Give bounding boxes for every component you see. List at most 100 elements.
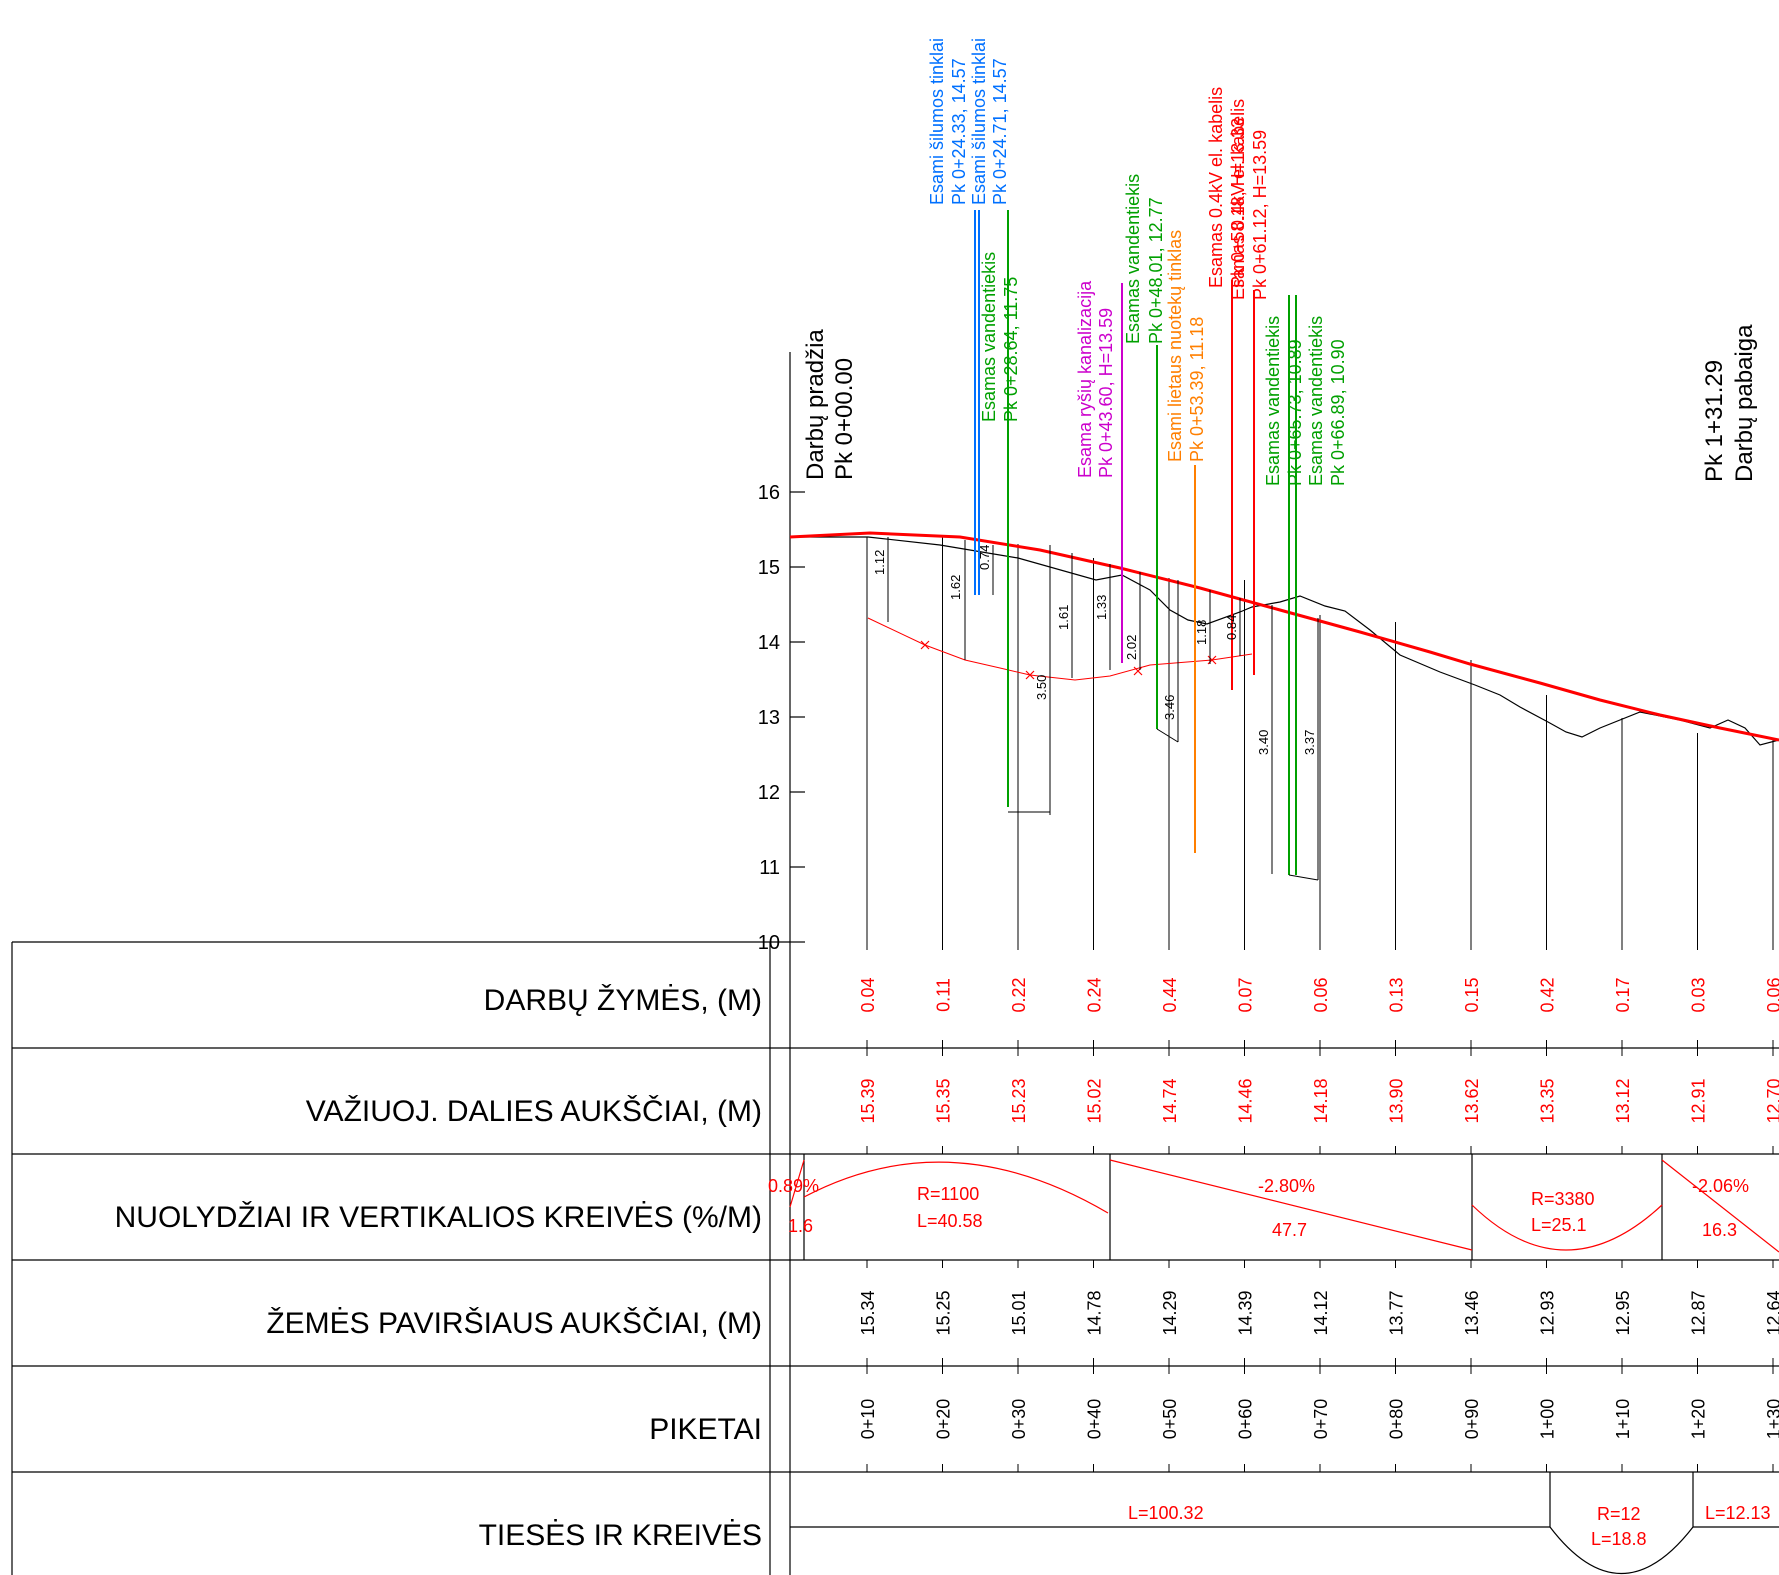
table-cell-value: 0.15 — [1462, 977, 1482, 1012]
utility-annotation-line: Pk 0+65.73, 10.89 — [1285, 339, 1305, 486]
table-cell-value: 0.22 — [1009, 977, 1029, 1012]
depth-dimension-label: 2.02 — [1124, 635, 1139, 660]
table-cell-value: 0+80 — [1387, 1399, 1407, 1440]
utility-annotation-line: Pk 0+28.64, 11.75 — [1001, 277, 1021, 422]
table-cell-value: 15.02 — [1085, 1078, 1105, 1123]
utility-annotation-line: Esami lietaus nuotekų tinklas — [1165, 230, 1185, 462]
table-cell-value: 12.93 — [1538, 1290, 1558, 1335]
utility-annotation-line: Esami šilumos tinklai — [927, 38, 947, 205]
utility-annotations: Esami šilumos tinklai Pk 0+24.33, 14.57 Es… — [927, 38, 1348, 486]
y-tick-label: 11 — [759, 857, 780, 879]
end-marker: Pk 1+31.29 Darbų pabaiga — [1701, 324, 1758, 482]
curve-radius: R=12 — [1597, 1504, 1641, 1524]
table-row-label: TIESĖS IR KREIVĖS — [479, 1519, 762, 1552]
table-cell-value: 0+20 — [934, 1399, 954, 1440]
utility-lines — [974, 210, 1297, 875]
slope1-length: 1.6 — [788, 1216, 813, 1236]
table-cell-value: 0.03 — [1689, 977, 1709, 1012]
table-row-label: VAŽIUOJ. DALIES AUKŠČIAI, (M) — [306, 1094, 762, 1128]
depth-dimension-label: 0.74 — [977, 545, 992, 570]
utility-annotation-line: Pk 0+48.01, 12.77 — [1146, 197, 1166, 344]
depth-dimension-label: 1.62 — [948, 575, 963, 600]
table-cell-value: 15.23 — [1009, 1078, 1029, 1123]
table-cell-value: 0+50 — [1160, 1399, 1180, 1440]
table-row-label: ŽEMĖS PAVIRŠIAUS AUKŠČIAI, (M) — [266, 1306, 762, 1340]
table-cell-value: 1+10 — [1613, 1399, 1633, 1440]
table-cell-value: 12.87 — [1689, 1290, 1709, 1335]
table-cell-value: 0.06 — [1311, 977, 1331, 1012]
table-row-label: DARBŲ ŽYMĖS, (M) — [484, 984, 762, 1017]
picket-gridlines — [866, 537, 1774, 942]
alignment-row-graphics — [790, 1472, 1779, 1574]
depth-dimension-label: 3.50 — [1034, 675, 1049, 700]
utility-annotation-line: Esamas vandentiekis — [1306, 316, 1326, 486]
slope2-length: 47.7 — [1272, 1220, 1307, 1240]
utility-annotation-line: Pk 0+53.39, 11.18 — [1187, 317, 1207, 462]
table-cell-value: 0.44 — [1160, 977, 1180, 1012]
straight2-length: L=12.13 — [1705, 1503, 1771, 1523]
utility-annotation-line: Pk 0+24.33, 14.57 — [949, 58, 969, 205]
y-tick-label: 12 — [758, 782, 780, 804]
depth-dimension-label: 3.46 — [1162, 695, 1177, 720]
vcurve1-radius: R=1100 — [917, 1184, 979, 1204]
table-cell-value: 14.74 — [1160, 1078, 1180, 1123]
utility-annotation-line: Esamas vandentiekis — [1263, 316, 1283, 486]
table-cell-value: 0+60 — [1236, 1399, 1256, 1440]
table-cell-value: 0+30 — [1009, 1399, 1029, 1440]
utility-annotation-line: Pk 0+24.71, 14.57 — [990, 58, 1010, 205]
slope1-percent: 0.89% — [768, 1176, 819, 1196]
curve-length: L=18.8 — [1591, 1529, 1647, 1549]
trench-markers — [920, 640, 1217, 680]
depth-dimension-label: 1.12 — [872, 550, 887, 575]
utility-annotation-line: Esamas 0.4kV el. kabelis — [1206, 87, 1226, 288]
slopes-row-graphics — [789, 1154, 1779, 1260]
table-cell-value: 12.91 — [1689, 1078, 1709, 1123]
table-cell-value: 0.11 — [934, 978, 954, 1012]
table-cell-value: 0.13 — [1387, 977, 1407, 1012]
depth-dimension-label: 1.18 — [1194, 620, 1209, 645]
table-cell-value: 14.46 — [1236, 1078, 1256, 1123]
table-cell-value: 0+10 — [858, 1399, 878, 1440]
table-cell-value: 15.25 — [934, 1290, 954, 1335]
table-cell-value: 0.06 — [1764, 977, 1779, 1012]
utility-annotation-line: Pk 0+66.89, 10.90 — [1328, 339, 1348, 486]
alignment-row-text: L=100.32 R=12 L=18.8 L=12.13 — [1128, 1503, 1771, 1549]
end-label-title: Darbų pabaiga — [1731, 324, 1758, 482]
table-cell-value: 15.34 — [858, 1290, 878, 1335]
utility-annotation-line: Esamas vandentiekis — [979, 252, 999, 422]
table-cell-value: 13.90 — [1387, 1078, 1407, 1123]
depth-dimension-label: 3.40 — [1256, 730, 1271, 755]
table-cell-value: 14.18 — [1311, 1078, 1331, 1123]
table-cell-value: 0.07 — [1236, 977, 1256, 1012]
depth-dimension-label: 0.84 — [1224, 615, 1239, 640]
start-label-picket: Pk 0+00.00 — [831, 358, 858, 480]
table-cell-value: 1+20 — [1689, 1399, 1709, 1440]
table-cell-value: 0.24 — [1085, 977, 1105, 1012]
y-tick-label: 16 — [758, 482, 780, 504]
table-cell-value: 0.04 — [858, 977, 878, 1012]
depth-dimension-lines — [887, 537, 1319, 881]
utility-annotation-line: Esamas 0.4kV el. kabelis — [1228, 99, 1248, 300]
y-tick-label: 15 — [758, 557, 780, 579]
table-cell-value: 0+70 — [1311, 1399, 1331, 1440]
utility-annotation-line: Pk 0+58.18, H=13.33 — [1228, 118, 1248, 288]
depth-dimension-label: 3.37 — [1302, 730, 1317, 755]
end-label-picket: Pk 1+31.29 — [1701, 360, 1728, 482]
table-cell-value: 15.01 — [1009, 1290, 1029, 1335]
table-cell-value: 0.17 — [1613, 977, 1633, 1012]
start-label-title: Darbų pradžia — [802, 329, 829, 480]
table-cell-value: 15.35 — [934, 1078, 954, 1123]
table-cell-value: 1+30 — [1764, 1399, 1779, 1440]
y-tick-label: 14 — [758, 632, 780, 654]
utility-annotation-line: Pk 0+43.60, H=13.59 — [1096, 308, 1116, 478]
start-marker: Darbų pradžia Pk 0+00.00 — [802, 329, 858, 480]
y-tick-label: 13 — [758, 707, 780, 729]
vcurve2-radius: R=3380 — [1531, 1189, 1595, 1209]
table-cell-value: 15.39 — [858, 1078, 878, 1123]
table-cell-value: 1+00 — [1538, 1399, 1558, 1440]
table-cell-value: 14.78 — [1085, 1290, 1105, 1335]
table-cell-value: 13.46 — [1462, 1290, 1482, 1335]
slopes-row-text: 0.89% 1.6 R=1100 L=40.58 -2.80% 47.7 R=3… — [768, 1176, 1749, 1240]
table-row-label: NUOLYDŽIAI IR VERTIKALIOS KREIVĖS (%/M) — [115, 1201, 762, 1234]
